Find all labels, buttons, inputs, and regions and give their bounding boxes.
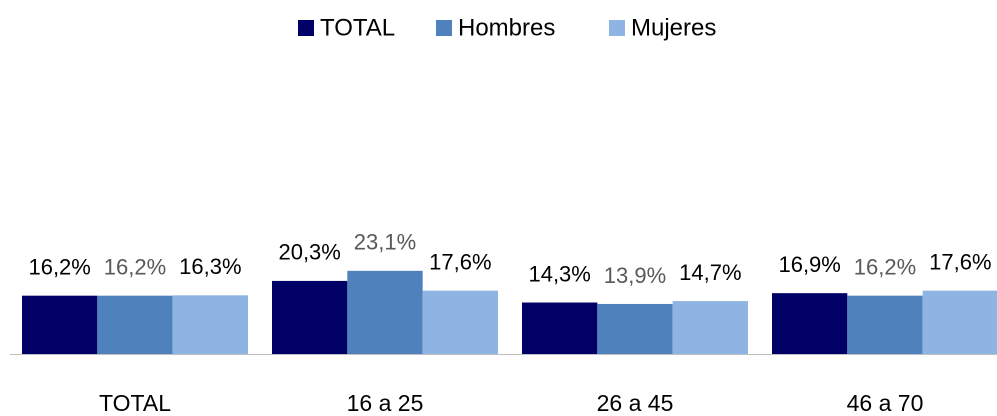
- bar: [272, 280, 348, 354]
- data-label: 16,2%: [854, 254, 916, 279]
- bar: [97, 295, 173, 354]
- data-label: 16,3%: [179, 254, 241, 279]
- data-label: 17,6%: [429, 249, 491, 274]
- bar: [22, 295, 98, 354]
- data-label: 16,9%: [778, 252, 840, 277]
- legend-swatch: [298, 20, 314, 36]
- x-tick-label: TOTAL: [99, 390, 171, 416]
- bar: [772, 293, 848, 354]
- bar: [597, 303, 673, 354]
- legend-label: Hombres: [458, 14, 555, 41]
- legend-label: TOTAL: [320, 14, 395, 41]
- data-label: 14,7%: [679, 260, 741, 285]
- legend-swatch: [609, 20, 625, 36]
- x-tick-label: 26 a 45: [597, 390, 674, 416]
- data-label: 17,6%: [929, 249, 991, 274]
- bar: [847, 295, 923, 354]
- x-tick-label: 16 a 25: [347, 390, 424, 416]
- bar: [922, 290, 997, 354]
- data-label: 13,9%: [604, 263, 666, 288]
- data-label: 16,2%: [104, 254, 166, 279]
- data-label: 16,2%: [28, 254, 90, 279]
- bar: [522, 302, 598, 354]
- data-label: 20,3%: [278, 240, 340, 265]
- data-label: 14,3%: [528, 261, 590, 286]
- bar: [347, 270, 423, 354]
- bar: [172, 295, 248, 354]
- bar: [422, 290, 498, 354]
- legend-swatch: [436, 20, 452, 36]
- data-label: 23,1%: [354, 230, 416, 255]
- bar: [672, 301, 748, 354]
- x-tick-label: 46 a 70: [847, 390, 924, 416]
- legend-label: Mujeres: [631, 14, 716, 41]
